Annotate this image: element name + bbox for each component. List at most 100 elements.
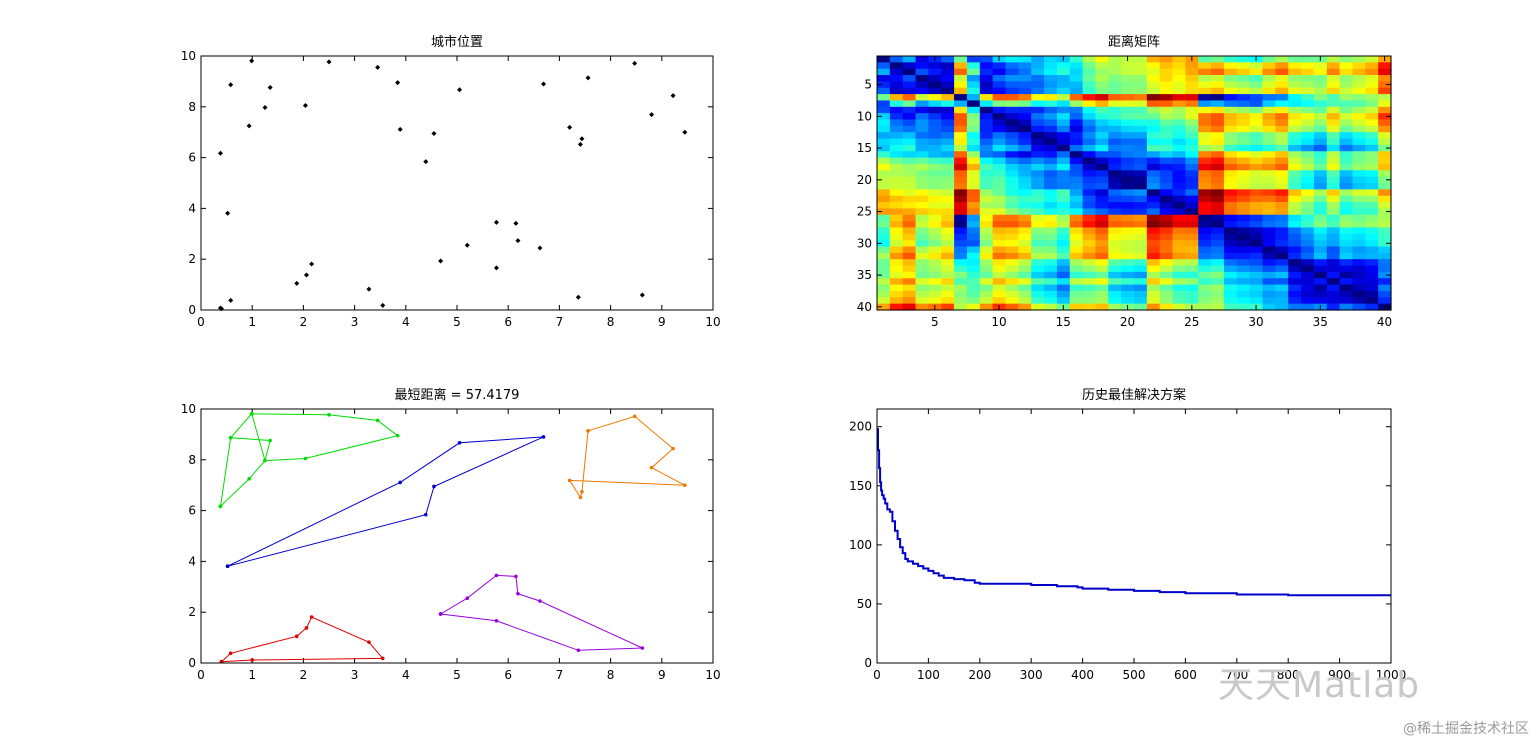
heatmap-cell — [1352, 113, 1366, 121]
heatmap-cell — [902, 259, 917, 267]
heatmap-cell — [902, 278, 917, 286]
heatmap-cell — [1044, 284, 1058, 292]
heatmap-cell — [1288, 189, 1302, 197]
heatmap-cell — [1198, 138, 1212, 146]
heatmap-cell — [1339, 144, 1354, 152]
heatmap-cell — [1236, 87, 1251, 95]
heatmap-cell — [1339, 151, 1354, 159]
heatmap-cell — [1301, 202, 1315, 209]
heatmap-cell — [1146, 170, 1161, 178]
city-point — [326, 59, 332, 65]
route-point — [309, 615, 314, 619]
heatmap-cell — [1044, 303, 1058, 311]
heatmap-cell — [1134, 113, 1148, 121]
heatmap-cell — [1326, 176, 1341, 184]
heatmap-cell — [1121, 106, 1135, 114]
heatmap-cell — [1378, 125, 1392, 133]
x-tick-label: 15 — [1056, 315, 1071, 329]
heatmap-cell — [1018, 119, 1032, 127]
heatmap-cell — [954, 132, 968, 140]
heatmap-cell — [1249, 208, 1264, 216]
heatmap-cell — [966, 75, 981, 82]
best-solution-history-title: 历史最佳解决方案 — [1082, 387, 1186, 403]
heatmap-cell — [928, 119, 942, 127]
heatmap-cell — [1018, 68, 1032, 76]
heatmap-cell — [1172, 87, 1186, 95]
heatmap-cell — [966, 183, 981, 190]
heatmap-cell — [966, 119, 981, 127]
heatmap-cell — [1352, 157, 1366, 165]
heatmap-cell — [1172, 208, 1186, 216]
heatmap-cell — [979, 271, 994, 279]
heatmap-cell — [1185, 252, 1199, 260]
heatmap-cell — [1339, 163, 1354, 171]
heatmap-cell — [1095, 138, 1109, 146]
heatmap-cell — [1018, 189, 1032, 197]
heatmap-cell — [941, 163, 955, 171]
heatmap-cell — [966, 113, 981, 121]
heatmap-cell — [1339, 214, 1354, 222]
heatmap-cell — [979, 68, 994, 76]
heatmap-cell — [1005, 297, 1019, 305]
heatmap-cell — [1159, 113, 1174, 121]
heatmap-cell — [1352, 208, 1366, 216]
heatmap-cell — [928, 170, 942, 178]
heatmap-cell — [1313, 202, 1328, 209]
y-tick-label: 6 — [188, 151, 196, 165]
heatmap-cell — [928, 208, 942, 216]
heatmap-cell — [1339, 221, 1354, 229]
x-tick-label: 6 — [504, 668, 512, 682]
heatmap-cell — [1082, 278, 1097, 286]
heatmap-cell — [1146, 100, 1161, 108]
heatmap-cell — [1146, 233, 1161, 241]
heatmap-cell — [1288, 278, 1302, 286]
heatmap-cell — [1288, 252, 1302, 260]
heatmap-cell — [1044, 170, 1058, 178]
heatmap-cell — [1262, 227, 1276, 235]
x-tick-label: 900 — [1328, 668, 1351, 682]
heatmap-cell — [1146, 202, 1161, 209]
heatmap-cell — [941, 290, 955, 298]
heatmap-cell — [1236, 214, 1251, 222]
heatmap-cell — [1159, 68, 1174, 76]
heatmap-cell — [1378, 221, 1392, 229]
heatmap-cell — [1236, 227, 1251, 235]
heatmap-cell — [928, 195, 942, 203]
heatmap-cell — [1069, 151, 1084, 159]
heatmap-cell — [889, 246, 904, 254]
heatmap-cell — [1095, 271, 1109, 279]
x-tick-label: 7 — [556, 668, 564, 682]
heatmap-cell — [941, 246, 955, 254]
heatmap-cell — [941, 208, 955, 216]
heatmap-cell — [1365, 208, 1379, 216]
heatmap-cell — [1275, 132, 1289, 140]
heatmap-cell — [1056, 138, 1071, 146]
heatmap-cell — [941, 227, 955, 235]
heatmap-cell — [1313, 297, 1328, 305]
heatmap-cell — [1198, 189, 1212, 197]
heatmap-cell — [877, 265, 891, 273]
x-tick-label: 400 — [1071, 668, 1094, 682]
heatmap-cell — [1121, 265, 1135, 273]
heatmap-cell — [979, 75, 994, 82]
heatmap-cell — [928, 278, 942, 286]
heatmap-cell — [1056, 87, 1071, 95]
heatmap-cell — [1018, 183, 1032, 190]
route-point — [380, 656, 385, 661]
heatmap-cell — [1069, 183, 1084, 190]
heatmap-cell — [1198, 94, 1212, 102]
heatmap-cell — [1223, 125, 1238, 133]
heatmap-cell — [1288, 290, 1302, 298]
heatmap-cell — [941, 271, 955, 279]
heatmap-cell — [1146, 208, 1161, 216]
heatmap-cell — [1095, 62, 1109, 70]
heatmap-cell — [979, 106, 994, 114]
heatmap-cell — [889, 132, 904, 140]
heatmap-cell — [1301, 246, 1315, 254]
heatmap-cell — [1326, 278, 1341, 286]
heatmap-cell — [1108, 240, 1122, 248]
heatmap-cell — [1005, 94, 1019, 102]
heatmap-cell — [1146, 259, 1161, 267]
heatmap-cell — [1378, 106, 1392, 114]
city-point — [682, 129, 688, 135]
